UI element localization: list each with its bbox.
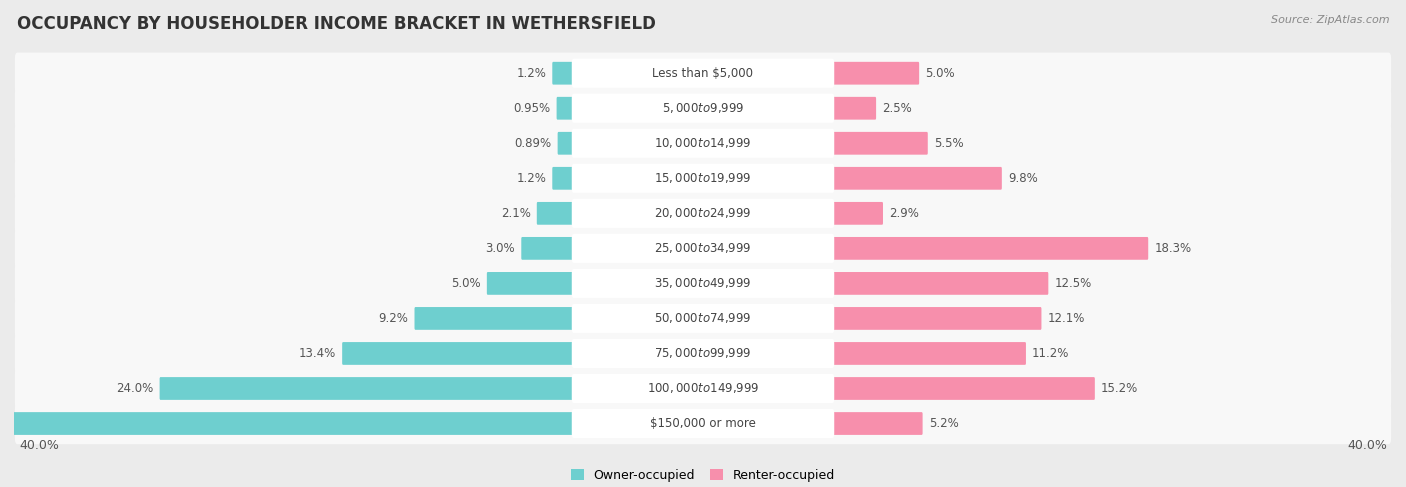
FancyBboxPatch shape — [831, 237, 1149, 260]
Text: $10,000 to $14,999: $10,000 to $14,999 — [654, 136, 752, 150]
Text: 9.2%: 9.2% — [378, 312, 409, 325]
FancyBboxPatch shape — [15, 228, 1391, 269]
FancyBboxPatch shape — [572, 234, 834, 263]
FancyBboxPatch shape — [15, 403, 1391, 444]
FancyBboxPatch shape — [15, 88, 1391, 129]
FancyBboxPatch shape — [415, 307, 575, 330]
Text: 5.0%: 5.0% — [451, 277, 481, 290]
FancyBboxPatch shape — [831, 62, 920, 85]
FancyBboxPatch shape — [831, 97, 876, 120]
FancyBboxPatch shape — [572, 409, 834, 438]
FancyBboxPatch shape — [553, 167, 575, 190]
Text: 15.2%: 15.2% — [1101, 382, 1137, 395]
FancyBboxPatch shape — [15, 298, 1391, 339]
FancyBboxPatch shape — [572, 339, 834, 368]
FancyBboxPatch shape — [831, 272, 1049, 295]
FancyBboxPatch shape — [572, 58, 834, 88]
FancyBboxPatch shape — [572, 374, 834, 403]
Text: 12.1%: 12.1% — [1047, 312, 1085, 325]
Text: 2.9%: 2.9% — [889, 207, 920, 220]
Text: $15,000 to $19,999: $15,000 to $19,999 — [654, 171, 752, 186]
FancyBboxPatch shape — [15, 262, 1391, 304]
Text: 0.89%: 0.89% — [515, 137, 551, 150]
FancyBboxPatch shape — [557, 97, 575, 120]
Text: $20,000 to $24,999: $20,000 to $24,999 — [654, 206, 752, 220]
FancyBboxPatch shape — [831, 167, 1002, 190]
Text: 5.5%: 5.5% — [934, 137, 963, 150]
Text: 11.2%: 11.2% — [1032, 347, 1070, 360]
Text: 24.0%: 24.0% — [117, 382, 153, 395]
Text: $25,000 to $34,999: $25,000 to $34,999 — [654, 242, 752, 255]
Text: 12.5%: 12.5% — [1054, 277, 1091, 290]
FancyBboxPatch shape — [558, 132, 575, 155]
Text: 5.2%: 5.2% — [928, 417, 959, 430]
Text: $5,000 to $9,999: $5,000 to $9,999 — [662, 101, 744, 115]
FancyBboxPatch shape — [831, 377, 1095, 400]
FancyBboxPatch shape — [572, 269, 834, 298]
Text: $150,000 or more: $150,000 or more — [650, 417, 756, 430]
Text: Less than $5,000: Less than $5,000 — [652, 67, 754, 80]
FancyBboxPatch shape — [486, 272, 575, 295]
FancyBboxPatch shape — [15, 193, 1391, 234]
FancyBboxPatch shape — [572, 129, 834, 158]
FancyBboxPatch shape — [15, 123, 1391, 164]
FancyBboxPatch shape — [15, 53, 1391, 94]
Text: 40.0%: 40.0% — [1347, 439, 1386, 452]
FancyBboxPatch shape — [0, 412, 575, 435]
FancyBboxPatch shape — [160, 377, 575, 400]
Text: OCCUPANCY BY HOUSEHOLDER INCOME BRACKET IN WETHERSFIELD: OCCUPANCY BY HOUSEHOLDER INCOME BRACKET … — [17, 15, 655, 33]
FancyBboxPatch shape — [572, 94, 834, 123]
Text: 1.2%: 1.2% — [516, 172, 547, 185]
Text: $50,000 to $74,999: $50,000 to $74,999 — [654, 311, 752, 325]
Text: 3.0%: 3.0% — [485, 242, 515, 255]
FancyBboxPatch shape — [831, 307, 1042, 330]
Text: 18.3%: 18.3% — [1154, 242, 1191, 255]
Text: 2.1%: 2.1% — [501, 207, 531, 220]
FancyBboxPatch shape — [831, 412, 922, 435]
FancyBboxPatch shape — [15, 158, 1391, 199]
FancyBboxPatch shape — [537, 202, 575, 225]
Text: Source: ZipAtlas.com: Source: ZipAtlas.com — [1271, 15, 1389, 25]
Text: $100,000 to $149,999: $100,000 to $149,999 — [647, 381, 759, 395]
FancyBboxPatch shape — [572, 199, 834, 228]
FancyBboxPatch shape — [15, 368, 1391, 409]
Text: 2.5%: 2.5% — [882, 102, 912, 115]
FancyBboxPatch shape — [522, 237, 575, 260]
Text: 5.0%: 5.0% — [925, 67, 955, 80]
FancyBboxPatch shape — [15, 333, 1391, 374]
FancyBboxPatch shape — [572, 164, 834, 193]
Text: 1.2%: 1.2% — [516, 67, 547, 80]
FancyBboxPatch shape — [831, 202, 883, 225]
Legend: Owner-occupied, Renter-occupied: Owner-occupied, Renter-occupied — [571, 468, 835, 482]
Text: 9.8%: 9.8% — [1008, 172, 1038, 185]
FancyBboxPatch shape — [572, 304, 834, 333]
FancyBboxPatch shape — [831, 342, 1026, 365]
Text: 0.95%: 0.95% — [513, 102, 551, 115]
FancyBboxPatch shape — [831, 132, 928, 155]
Text: 13.4%: 13.4% — [299, 347, 336, 360]
FancyBboxPatch shape — [342, 342, 575, 365]
Text: $75,000 to $99,999: $75,000 to $99,999 — [654, 346, 752, 360]
FancyBboxPatch shape — [553, 62, 575, 85]
Text: $35,000 to $49,999: $35,000 to $49,999 — [654, 277, 752, 290]
Text: 40.0%: 40.0% — [20, 439, 59, 452]
